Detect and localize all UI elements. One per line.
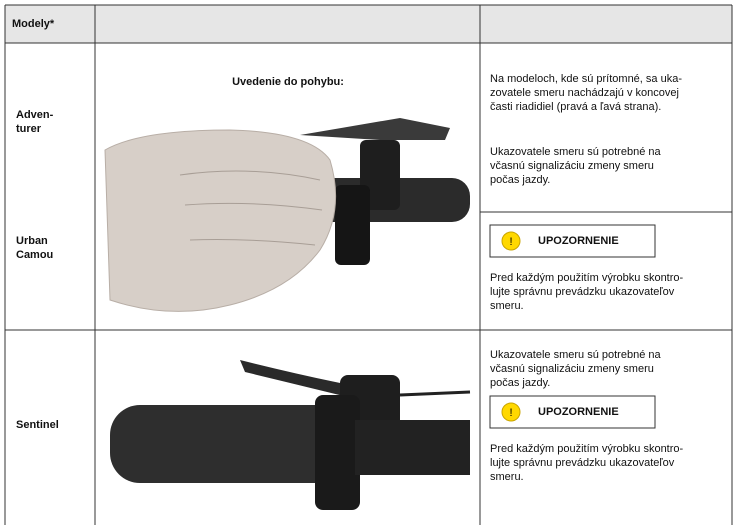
warning-title: UPOZORNENIE [538, 406, 619, 418]
header-cell: Modely* [12, 18, 55, 30]
paragraph-line: Ukazovatele smeru sú potrebné na [490, 349, 661, 361]
paragraph-line: časti riadidiel (pravá a ľavá strana). [490, 101, 662, 113]
warning-line: smeru. [490, 300, 524, 312]
photo-handlebar [110, 360, 471, 510]
model-name: turer [16, 123, 42, 135]
paragraph-line: zovatele smeru nachádzajú v koncovej [490, 87, 679, 99]
paragraph-line: včasnú signalizáciu zmeny smeru [490, 363, 654, 375]
warning-title: UPOZORNENIE [538, 235, 619, 247]
model-name: Camou [16, 249, 54, 261]
model-name: Sentinel [16, 419, 59, 431]
svg-text:!: ! [509, 407, 512, 419]
photo-caption: Uvedenie do pohybu: [232, 76, 344, 88]
model-name: Adven- [16, 109, 54, 121]
model-name: Urban [16, 235, 48, 247]
paragraph-line: počas jazdy. [490, 174, 551, 186]
warning-line: Pred každým použitím výrobku skontro- [490, 272, 684, 284]
warning-line: lujte správnu prevádzku ukazovateľov [490, 286, 675, 298]
warning-line: Pred každým použitím výrobku skontro- [490, 443, 684, 455]
header-bg [5, 5, 732, 43]
warning-line: smeru. [490, 471, 524, 483]
paragraph-line: Na modeloch, kde sú prítomné, sa uka- [490, 73, 682, 85]
paragraph-line: počas jazdy. [490, 377, 551, 389]
paragraph-line: Ukazovatele smeru sú potrebné na [490, 146, 661, 158]
photo-handlebar-hand [104, 118, 470, 312]
paragraph-line: včasnú signalizáciu zmeny smeru [490, 160, 654, 172]
warning-line: lujte správnu prevádzku ukazovateľov [490, 457, 675, 469]
svg-text:!: ! [509, 236, 512, 248]
